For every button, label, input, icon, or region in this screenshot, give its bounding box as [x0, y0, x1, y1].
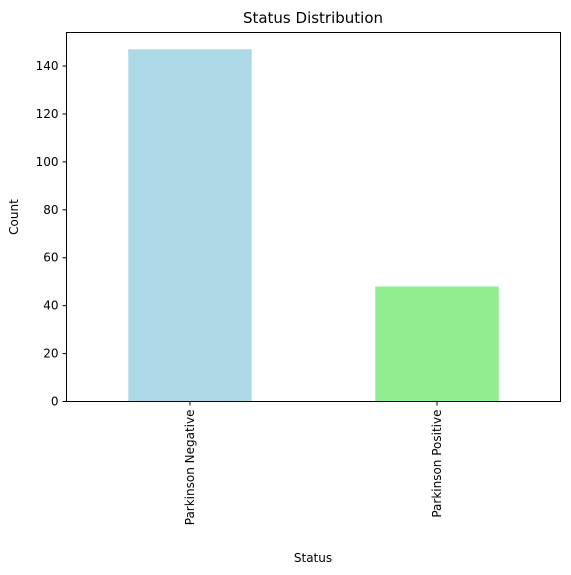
y-axis-label: Count — [7, 199, 21, 235]
x-tick-label: Parkinson Negative — [183, 410, 197, 526]
x-axis-ticks: Parkinson Negative Parkinson Positive — [183, 401, 444, 526]
y-axis-ticks: 0 20 40 60 80 100 120 140 — [36, 59, 67, 409]
bars — [128, 49, 499, 402]
bar — [375, 286, 499, 402]
y-tick-label: 120 — [36, 107, 59, 121]
chart-title: Status Distribution — [243, 9, 383, 27]
x-axis-label: Status — [294, 551, 332, 565]
y-tick-label: 80 — [43, 203, 58, 217]
y-tick-label: 0 — [51, 395, 59, 409]
y-tick-label: 60 — [43, 251, 58, 265]
y-tick-label: 100 — [36, 155, 59, 169]
y-tick-label: 20 — [43, 347, 58, 361]
x-tick-label: Parkinson Positive — [430, 410, 444, 518]
y-tick-label: 40 — [43, 299, 58, 313]
bar — [128, 49, 252, 402]
y-tick-label: 140 — [36, 59, 59, 73]
plot-frame — [66, 32, 561, 402]
